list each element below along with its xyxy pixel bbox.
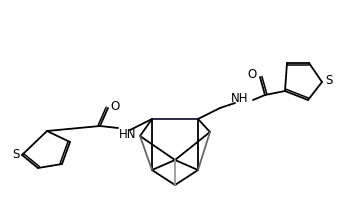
Text: S: S — [325, 74, 333, 87]
Text: NH: NH — [231, 93, 249, 105]
Text: O: O — [247, 68, 257, 81]
Text: O: O — [110, 99, 120, 112]
Text: S: S — [12, 147, 20, 161]
Text: HN: HN — [119, 128, 137, 140]
